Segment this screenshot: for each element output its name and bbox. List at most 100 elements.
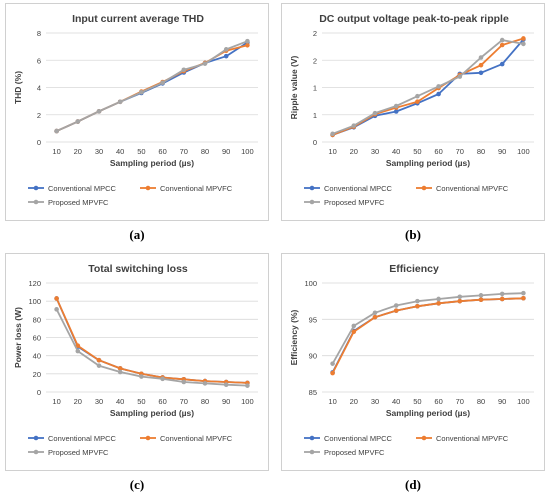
x-tick-label: 20	[74, 147, 82, 156]
x-tick-label: 50	[137, 397, 145, 406]
x-tick-label: 60	[158, 147, 166, 156]
data-point	[54, 296, 59, 301]
x-tick-label: 100	[517, 147, 530, 156]
x-tick-label: 90	[222, 397, 230, 406]
y-tick-label: 100	[304, 279, 317, 288]
x-axis-label: Sampling period (µs)	[386, 158, 470, 168]
x-tick-label: 40	[392, 397, 400, 406]
y-tick-label: 95	[309, 315, 317, 324]
data-point	[521, 36, 526, 41]
data-point	[181, 379, 187, 385]
caption-a: (a)	[129, 227, 145, 242]
chart-title: DC output voltage peak-to-peak ripple	[319, 13, 509, 25]
data-point	[499, 296, 505, 302]
data-point	[75, 343, 81, 348]
series-line-mpvfc	[332, 37, 524, 136]
data-point	[75, 348, 81, 354]
x-tick-label: 10	[328, 397, 336, 406]
legend-label: Proposed MPVFC	[48, 448, 109, 457]
series-line-proposed	[332, 39, 524, 135]
x-tick-label: 20	[350, 147, 358, 156]
data-point	[96, 363, 102, 368]
data-point	[245, 383, 250, 388]
data-point	[415, 93, 420, 99]
legend-marker	[421, 435, 427, 441]
y-tick-label: 2	[37, 111, 41, 120]
y-tick-label: 4	[37, 84, 41, 93]
data-point	[223, 53, 229, 59]
x-tick-label: 10	[52, 397, 60, 406]
data-point	[54, 307, 59, 312]
data-point	[499, 37, 505, 43]
legend-label: Conventional MPVFC	[436, 434, 509, 443]
y-axis-label: Efficiency (%)	[289, 309, 299, 365]
x-tick-label: 20	[350, 397, 358, 406]
y-tick-label: 0	[37, 138, 41, 147]
y-axis-label: Ripple value (V)	[289, 55, 299, 119]
x-tick-label: 80	[477, 147, 485, 156]
data-point	[457, 74, 463, 79]
data-point	[393, 109, 399, 114]
y-axis-label: Power loss (W)	[13, 307, 23, 368]
x-tick-label: 80	[477, 397, 485, 406]
y-tick-label: 80	[33, 315, 41, 324]
x-tick-label: 80	[201, 397, 209, 406]
data-point	[54, 128, 59, 134]
data-point	[499, 291, 505, 297]
x-tick-label: 30	[95, 147, 103, 156]
y-tick-label: 85	[309, 388, 317, 397]
series-line-mpvfc	[331, 297, 524, 374]
legend-marker	[33, 199, 39, 205]
data-point	[415, 303, 420, 309]
data-point	[117, 99, 123, 105]
x-tick-label: 60	[434, 397, 442, 406]
x-tick-label: 70	[180, 397, 188, 406]
legend-marker	[309, 449, 315, 455]
series-line-mpcc	[331, 297, 524, 373]
legend-label: Proposed MPVFC	[324, 448, 385, 457]
data-point	[117, 366, 123, 371]
data-point	[117, 369, 123, 375]
x-tick-label: 10	[52, 147, 60, 156]
data-point	[478, 62, 484, 68]
legend-marker	[145, 435, 151, 441]
x-tick-label: 40	[392, 147, 400, 156]
x-axis-label: Sampling period (µs)	[110, 158, 194, 168]
x-tick-label: 70	[180, 147, 188, 156]
data-point	[499, 42, 505, 48]
chart-svg-ripple: DC output voltage peak-to-peak ripple 0 1 1…	[289, 13, 534, 207]
y-tick-label: 2	[313, 29, 317, 38]
y-tick-label: 8	[37, 29, 41, 38]
legend-label: Conventional MPVFC	[160, 184, 233, 193]
data-point	[75, 119, 81, 124]
data-point	[415, 298, 420, 304]
x-tick-label: 90	[498, 147, 506, 156]
legend-marker	[33, 185, 39, 191]
data-point	[499, 61, 505, 67]
chart-panel-switching-loss: Total switching loss 0 20 40 60 80 100 120 10 20 3…	[5, 253, 269, 471]
x-tick-label: 100	[241, 397, 254, 406]
data-point	[521, 295, 526, 301]
legend-marker	[309, 435, 315, 441]
y-tick-label: 6	[37, 56, 41, 65]
data-point	[202, 61, 208, 66]
x-tick-label: 100	[241, 147, 254, 156]
x-axis-label: Sampling period (µs)	[110, 408, 194, 418]
legend-marker	[33, 435, 39, 441]
data-point	[478, 293, 484, 298]
x-tick-label: 40	[116, 147, 124, 156]
y-tick-label: 1	[313, 111, 317, 120]
data-point	[457, 294, 463, 300]
y-tick-label: 20	[33, 370, 41, 379]
data-point	[372, 310, 378, 316]
legend-marker	[309, 185, 315, 191]
data-point	[330, 131, 335, 137]
data-point	[521, 41, 526, 47]
chart-svg-efficiency: Efficiency 85 90 95 100 10 20 30 40 50 60 70 80 90 100…	[289, 263, 534, 457]
legend-marker	[309, 199, 315, 205]
data-point	[436, 296, 441, 302]
series-line-proposed	[55, 308, 248, 387]
data-point	[393, 308, 399, 313]
chart-svg-switching-loss: Total switching loss 0 20 40 60 80 100 120 10 20 3…	[13, 263, 258, 457]
data-point	[330, 361, 335, 366]
